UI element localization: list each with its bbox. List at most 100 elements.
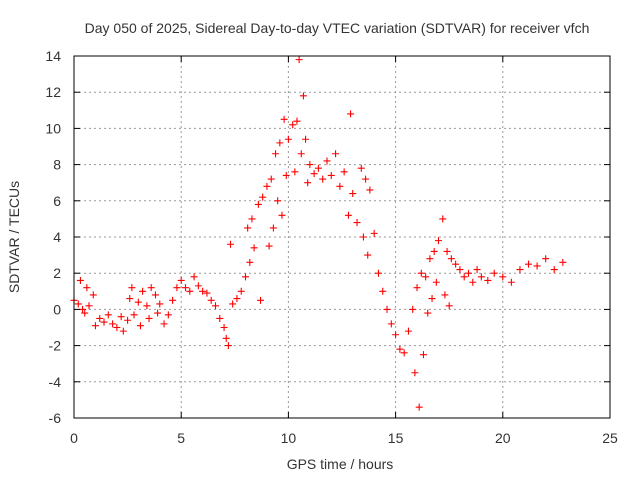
data-point <box>109 320 117 328</box>
data-point <box>276 139 284 147</box>
data-point <box>278 211 286 219</box>
data-point <box>216 314 224 322</box>
data-point <box>432 278 440 286</box>
data-point <box>128 284 136 292</box>
data-point <box>227 240 235 248</box>
x-tick-label: 15 <box>388 430 404 446</box>
data-point <box>130 311 138 319</box>
data-point <box>336 182 344 190</box>
data-point <box>257 296 265 304</box>
data-point <box>349 190 357 198</box>
data-point <box>177 276 185 284</box>
data-point <box>207 296 215 304</box>
y-tick-label: 6 <box>53 193 61 209</box>
data-point <box>359 233 367 241</box>
data-point <box>424 309 432 317</box>
grid <box>74 56 610 418</box>
data-point <box>274 197 282 205</box>
data-point <box>304 179 312 187</box>
data-point <box>139 287 147 295</box>
data-point <box>525 260 533 268</box>
data-point <box>147 284 155 292</box>
data-point <box>332 150 340 158</box>
data-point <box>347 110 355 118</box>
x-tick-label: 25 <box>602 430 618 446</box>
data-point <box>396 345 404 353</box>
data-series <box>70 56 567 411</box>
data-point <box>212 302 220 310</box>
data-point <box>76 276 84 284</box>
data-point <box>310 170 318 178</box>
data-point <box>392 331 400 339</box>
data-point <box>263 182 271 190</box>
data-point <box>220 324 228 331</box>
data-point <box>366 186 374 194</box>
data-point <box>302 135 310 143</box>
data-point <box>441 291 449 299</box>
y-tick-label: 14 <box>45 48 61 64</box>
ticks: 0 5 10 15 20 25 -6 -4 -2 0 2 4 6 8 10 12 14 <box>45 48 618 446</box>
data-point <box>419 351 427 359</box>
data-point <box>280 115 288 123</box>
data-point <box>119 327 127 335</box>
data-point <box>74 300 82 308</box>
data-point <box>229 300 237 308</box>
data-point <box>353 219 361 227</box>
y-tick-label: -2 <box>49 338 62 354</box>
data-point <box>542 255 550 263</box>
data-point <box>443 247 451 255</box>
data-point <box>297 150 305 158</box>
data-point <box>272 150 280 158</box>
data-point <box>124 316 132 324</box>
data-point <box>164 311 172 319</box>
data-point <box>319 175 327 183</box>
data-point <box>484 276 492 284</box>
data-point <box>259 193 267 201</box>
data-point <box>426 255 434 263</box>
data-point <box>490 269 498 277</box>
data-point <box>550 266 558 274</box>
data-point <box>151 291 159 299</box>
y-tick-label: -4 <box>49 374 62 390</box>
data-point <box>357 164 365 172</box>
data-point <box>89 291 97 299</box>
data-point <box>430 247 438 255</box>
data-point <box>364 251 372 259</box>
data-point <box>293 117 301 125</box>
data-point <box>370 229 378 237</box>
data-point <box>190 273 198 281</box>
data-point <box>477 273 485 281</box>
data-point <box>314 164 322 172</box>
data-point <box>248 215 256 223</box>
x-axis-label: GPS time / hours <box>287 456 394 472</box>
data-point <box>289 121 297 129</box>
y-tick-label: 10 <box>45 120 61 136</box>
data-point <box>284 135 292 143</box>
y-tick-label: -6 <box>49 410 62 426</box>
chart-title: Day 050 of 2025, Sidereal Day-to-day VTE… <box>85 20 590 36</box>
data-point <box>473 266 481 274</box>
data-point <box>79 305 87 313</box>
data-point <box>242 273 250 281</box>
data-point <box>417 269 425 277</box>
data-point <box>265 242 273 250</box>
data-point <box>269 224 277 232</box>
data-point <box>81 309 89 317</box>
data-point <box>233 295 241 303</box>
x-tick-label: 10 <box>281 430 297 446</box>
data-point <box>250 244 258 252</box>
data-point <box>428 295 436 303</box>
data-point <box>340 168 348 176</box>
data-point <box>96 314 104 322</box>
data-point <box>246 258 254 266</box>
data-point <box>100 318 108 326</box>
data-point <box>173 284 181 292</box>
data-point <box>422 273 430 281</box>
data-point <box>299 92 307 100</box>
data-point <box>533 262 541 270</box>
x-tick-label: 0 <box>70 430 78 446</box>
y-tick-label: 0 <box>53 301 61 317</box>
data-point <box>452 260 460 268</box>
data-point <box>516 266 524 274</box>
data-point <box>295 56 303 64</box>
